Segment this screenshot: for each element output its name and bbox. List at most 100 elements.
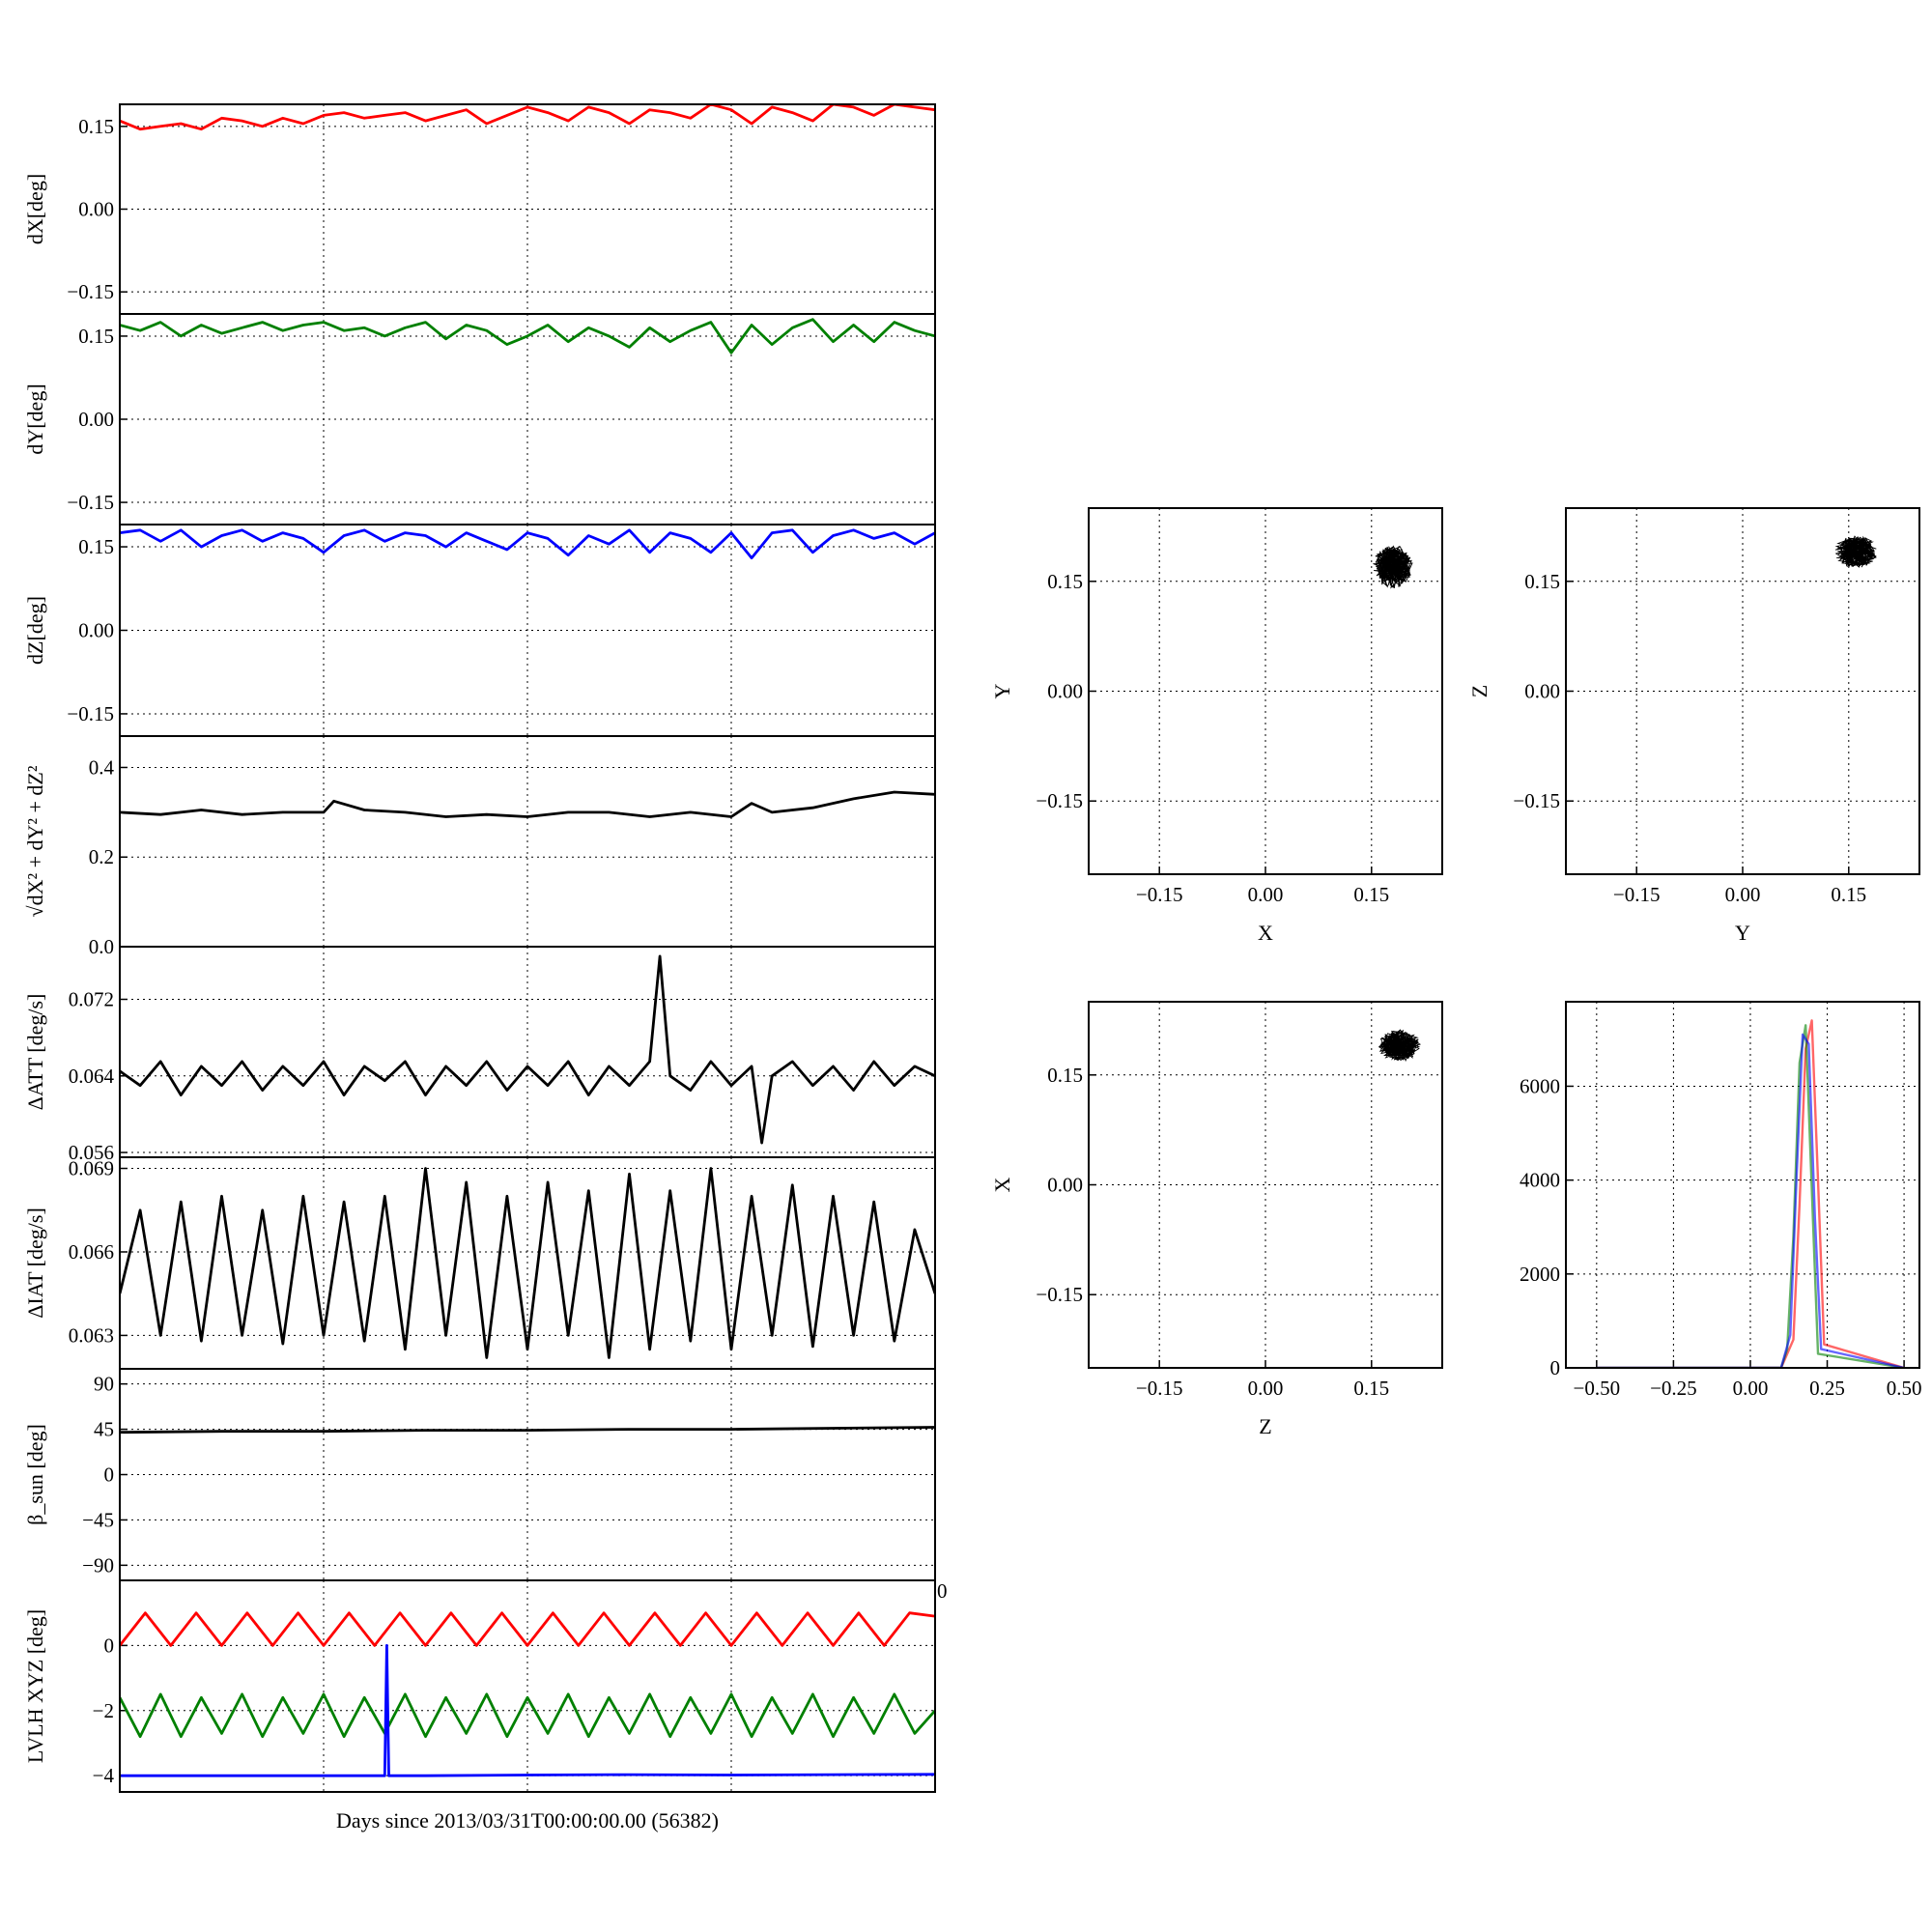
panel-att: 0.072 0.064 0.056 ΔATT [deg/s]: [23, 946, 936, 1164]
ytick-label: −0.15: [67, 491, 114, 514]
ytick-label: 90: [94, 1373, 114, 1396]
plot-frame: [1565, 507, 1920, 875]
xtick-label: −0.15: [1136, 883, 1183, 906]
ytick-label: −0.15: [1036, 789, 1083, 812]
series-line: [120, 1426, 935, 1435]
corner-tick: 0: [937, 1579, 948, 1603]
series-group: [120, 1426, 935, 1435]
figure-xlabel: Days since 2013/03/31T00:00:00.00 (56382…: [336, 1808, 719, 1833]
ytick-label: 0: [1550, 1356, 1561, 1379]
xlabel: Y: [1735, 921, 1750, 945]
ylabel: ΔATT [deg/s]: [23, 994, 47, 1111]
series-group: [1373, 545, 1413, 589]
xtick-label: 0.00: [1733, 1377, 1769, 1400]
ylabel: X: [990, 1177, 1014, 1192]
xtick-label: 0.00: [1248, 1377, 1284, 1400]
ytick-label: 0: [104, 1463, 115, 1487]
series-group: [120, 104, 935, 131]
xtick-label: −0.15: [1136, 1377, 1183, 1400]
panel-lvlh: 0 −2 −4 LVLH XYZ [deg] 0: [23, 1579, 948, 1793]
ytick-label: 0.15: [1047, 570, 1083, 593]
ylabel: LVLH XYZ [deg]: [23, 1609, 47, 1763]
ylabel: β_sun [deg]: [23, 1424, 47, 1525]
series-group: [1596, 1019, 1905, 1368]
ytick-label: 0.15: [1047, 1064, 1083, 1087]
series-group: [120, 1167, 935, 1359]
ytick-label: 0.00: [78, 619, 114, 642]
ytick-label: 6000: [1520, 1074, 1560, 1097]
ytick-label: 0.15: [1524, 570, 1560, 593]
panel-hist: 6000 4000 2000 0 −0.50 −0.25 0.00 0.25 0.50: [1520, 1001, 1922, 1400]
xtick-label: −0.50: [1574, 1377, 1621, 1400]
ytick-label: 0.066: [69, 1240, 114, 1264]
panels: 0.150.00−0.15dX[deg]0.150.00−0.15dY[deg]…: [23, 103, 1922, 1793]
plot-area: [1566, 1002, 1919, 1368]
ytick-label: 0.00: [1047, 1174, 1083, 1197]
plot-frame: [1088, 507, 1443, 875]
plot-frame: [1088, 1001, 1443, 1369]
ytick-label: 0.15: [78, 115, 114, 138]
ytick-label: 0.064: [69, 1065, 115, 1088]
xtick-label: 0.15: [1353, 883, 1389, 906]
ylabel: dY[deg]: [23, 384, 47, 454]
ytick-label: 0.15: [78, 325, 114, 348]
series-group: [1834, 535, 1878, 568]
ytick-label: 0.15: [78, 535, 114, 558]
series-line: [120, 104, 935, 131]
ytick-label: −0.15: [1513, 789, 1560, 812]
xtick-label: 0.00: [1248, 883, 1284, 906]
ylabel: dX[deg]: [23, 174, 47, 244]
ytick-label: 0.2: [89, 845, 114, 868]
panel-mag: 0.4 0.2 0.0 √dX² + dY² + dZ²: [23, 735, 936, 958]
ytick-label: 0.063: [69, 1323, 114, 1347]
ytick-label: 45: [94, 1418, 114, 1441]
xtick-label: 0.00: [1725, 883, 1761, 906]
ytick-label: 0.00: [78, 408, 114, 431]
panel-dX: 0.15 0.00 −0.15 dX[deg]: [23, 103, 936, 315]
ytick-label: 0: [104, 1634, 115, 1657]
xlabel: X: [1258, 921, 1273, 945]
ylabel: ΔIAT [deg/s]: [23, 1208, 47, 1319]
ytick-label: 2000: [1520, 1263, 1560, 1286]
xtick-label: 0.50: [1887, 1377, 1922, 1400]
series-line: [120, 1611, 935, 1647]
series-line: [120, 1692, 935, 1739]
panel-iat: 0.069 0.066 0.063 ΔIAT [deg/s]: [23, 1156, 936, 1370]
panel-yz: 0.15 0.00 −0.15 −0.15 0.00 0.15 Z Y: [1467, 507, 1920, 945]
plot-frame: [1565, 1001, 1920, 1369]
scatter-trace: [1378, 1029, 1422, 1063]
ytick-label: −45: [82, 1508, 114, 1531]
ytick-label: 4000: [1520, 1169, 1560, 1192]
scatter-trace: [1834, 535, 1878, 568]
scatter-trace: [1373, 545, 1413, 589]
ytick-label: −2: [93, 1699, 114, 1722]
panel-beta: 90 45 0 −45 −90 β_sun [deg]: [23, 1368, 936, 1581]
ytick-label: 0.00: [1047, 680, 1083, 703]
plot-frame: [119, 1579, 936, 1793]
xlabel: Z: [1259, 1414, 1271, 1438]
panel-dY: 0.15 0.00 −0.15 dY[deg]: [23, 313, 936, 526]
ylabel: dZ[deg]: [23, 596, 47, 665]
ytick-label: −0.15: [1036, 1283, 1083, 1306]
ytick-label: −90: [82, 1553, 114, 1577]
xtick-label: 0.15: [1353, 1377, 1389, 1400]
series-line: [1596, 1033, 1905, 1368]
series-line: [120, 1167, 935, 1359]
series-line: [120, 528, 935, 559]
xtick-label: 0.15: [1831, 883, 1866, 906]
ylabel: Z: [1467, 685, 1492, 697]
ytick-label: 0.056: [69, 1141, 114, 1164]
panel-xy: 0.15 0.00 −0.15 −0.15 0.00 0.15 Y X: [990, 507, 1443, 945]
xtick-label: −0.25: [1650, 1377, 1697, 1400]
ytick-label: −4: [93, 1764, 115, 1787]
ytick-label: 0.4: [89, 755, 115, 779]
panel-dZ: 0.15 0.00 −0.15 dZ[deg]: [23, 524, 936, 737]
ytick-label: −0.15: [67, 280, 114, 303]
series-group: [120, 1611, 935, 1777]
series-group: [1378, 1029, 1422, 1063]
ytick-label: 0.0: [89, 935, 114, 958]
ytick-label: −0.15: [67, 702, 114, 725]
series-group: [120, 318, 935, 355]
series-group: [120, 528, 935, 559]
